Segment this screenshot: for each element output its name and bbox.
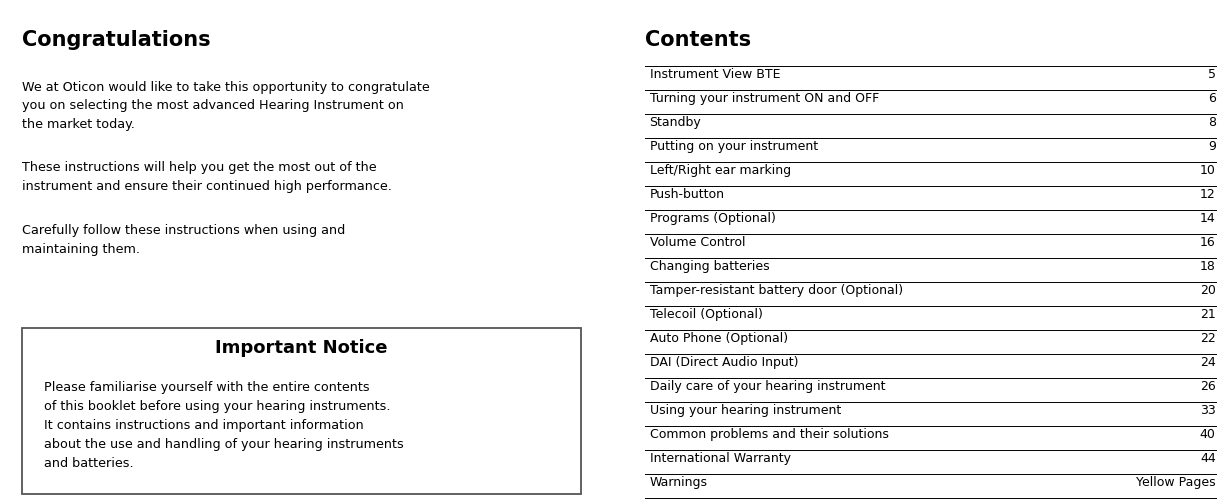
Text: Important Notice: Important Notice — [215, 339, 388, 357]
Text: 26: 26 — [1200, 381, 1216, 393]
Text: Standby: Standby — [650, 116, 701, 129]
Text: 16: 16 — [1200, 236, 1216, 249]
Text: 18: 18 — [1200, 260, 1216, 273]
Text: DAI (Direct Audio Input): DAI (Direct Audio Input) — [650, 356, 798, 369]
Text: Push-button: Push-button — [650, 188, 725, 201]
Text: 10: 10 — [1200, 164, 1216, 177]
Text: Telecoil (Optional): Telecoil (Optional) — [650, 308, 763, 321]
Text: Changing batteries: Changing batteries — [650, 260, 769, 273]
Text: 9: 9 — [1208, 140, 1216, 153]
Text: 40: 40 — [1200, 428, 1216, 442]
Text: 24: 24 — [1200, 356, 1216, 369]
Text: Common problems and their solutions: Common problems and their solutions — [650, 428, 889, 442]
Text: 8: 8 — [1207, 116, 1216, 129]
Text: Using your hearing instrument: Using your hearing instrument — [650, 404, 841, 417]
Text: 22: 22 — [1200, 332, 1216, 345]
Text: 6: 6 — [1208, 92, 1216, 105]
Text: Contents: Contents — [645, 30, 750, 50]
Text: 21: 21 — [1200, 308, 1216, 321]
Text: Tamper-resistant battery door (Optional): Tamper-resistant battery door (Optional) — [650, 284, 903, 297]
FancyBboxPatch shape — [22, 328, 581, 494]
Text: Auto Phone (Optional): Auto Phone (Optional) — [650, 332, 787, 345]
Text: Putting on your instrument: Putting on your instrument — [650, 140, 818, 153]
Text: We at Oticon would like to take this opportunity to congratulate
you on selectin: We at Oticon would like to take this opp… — [22, 81, 430, 131]
Text: Yellow Pages: Yellow Pages — [1136, 476, 1216, 489]
Text: Left/Right ear marking: Left/Right ear marking — [650, 164, 791, 177]
Text: 14: 14 — [1200, 212, 1216, 225]
Text: Carefully follow these instructions when using and
maintaining them.: Carefully follow these instructions when… — [22, 224, 345, 256]
Text: Instrument View BTE: Instrument View BTE — [650, 68, 780, 81]
Text: Congratulations: Congratulations — [22, 30, 211, 50]
Text: 12: 12 — [1200, 188, 1216, 201]
Text: Daily care of your hearing instrument: Daily care of your hearing instrument — [650, 381, 885, 393]
Text: Please familiarise yourself with the entire contents
of this booklet before usin: Please familiarise yourself with the ent… — [44, 381, 404, 470]
Text: Warnings: Warnings — [650, 476, 707, 489]
Text: 44: 44 — [1200, 453, 1216, 465]
Text: Volume Control: Volume Control — [650, 236, 745, 249]
Text: Programs (Optional): Programs (Optional) — [650, 212, 776, 225]
Text: International Warranty: International Warranty — [650, 453, 791, 465]
Text: 33: 33 — [1200, 404, 1216, 417]
Text: 5: 5 — [1207, 68, 1216, 81]
Text: These instructions will help you get the most out of the
instrument and ensure t: These instructions will help you get the… — [22, 161, 392, 193]
Text: 20: 20 — [1200, 284, 1216, 297]
Text: Turning your instrument ON and OFF: Turning your instrument ON and OFF — [650, 92, 879, 105]
